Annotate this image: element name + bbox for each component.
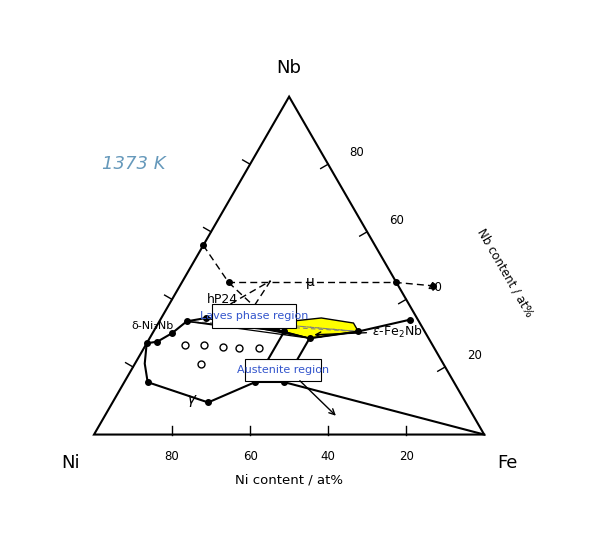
Text: $\gamma$: $\gamma$: [186, 393, 198, 409]
Text: 80: 80: [165, 450, 179, 463]
Text: δ-Ni₃Nb: δ-Ni₃Nb: [132, 321, 173, 332]
Text: Fe: Fe: [497, 454, 518, 472]
Text: Nb content / at%: Nb content / at%: [475, 226, 536, 319]
Text: hP24: hP24: [207, 293, 238, 306]
FancyBboxPatch shape: [212, 304, 296, 328]
Polygon shape: [282, 318, 358, 338]
Text: Laves phase region: Laves phase region: [200, 311, 308, 321]
Text: 20: 20: [467, 349, 481, 362]
Text: 1373 K: 1373 K: [102, 155, 165, 173]
Text: 40: 40: [428, 281, 442, 294]
Text: μ: μ: [306, 276, 315, 289]
Text: 80: 80: [350, 146, 365, 159]
Text: 20: 20: [399, 450, 414, 463]
FancyBboxPatch shape: [245, 359, 322, 381]
Text: Ni: Ni: [61, 454, 80, 472]
Text: Austenite region: Austenite region: [237, 365, 329, 375]
Text: 60: 60: [389, 213, 404, 227]
Text: Ni content / at%: Ni content / at%: [235, 474, 343, 487]
Text: Nb: Nb: [277, 59, 301, 77]
Text: $\varepsilon$-Fe$_2$Nb: $\varepsilon$-Fe$_2$Nb: [316, 323, 423, 339]
Text: 40: 40: [321, 450, 336, 463]
Text: 60: 60: [242, 450, 257, 463]
